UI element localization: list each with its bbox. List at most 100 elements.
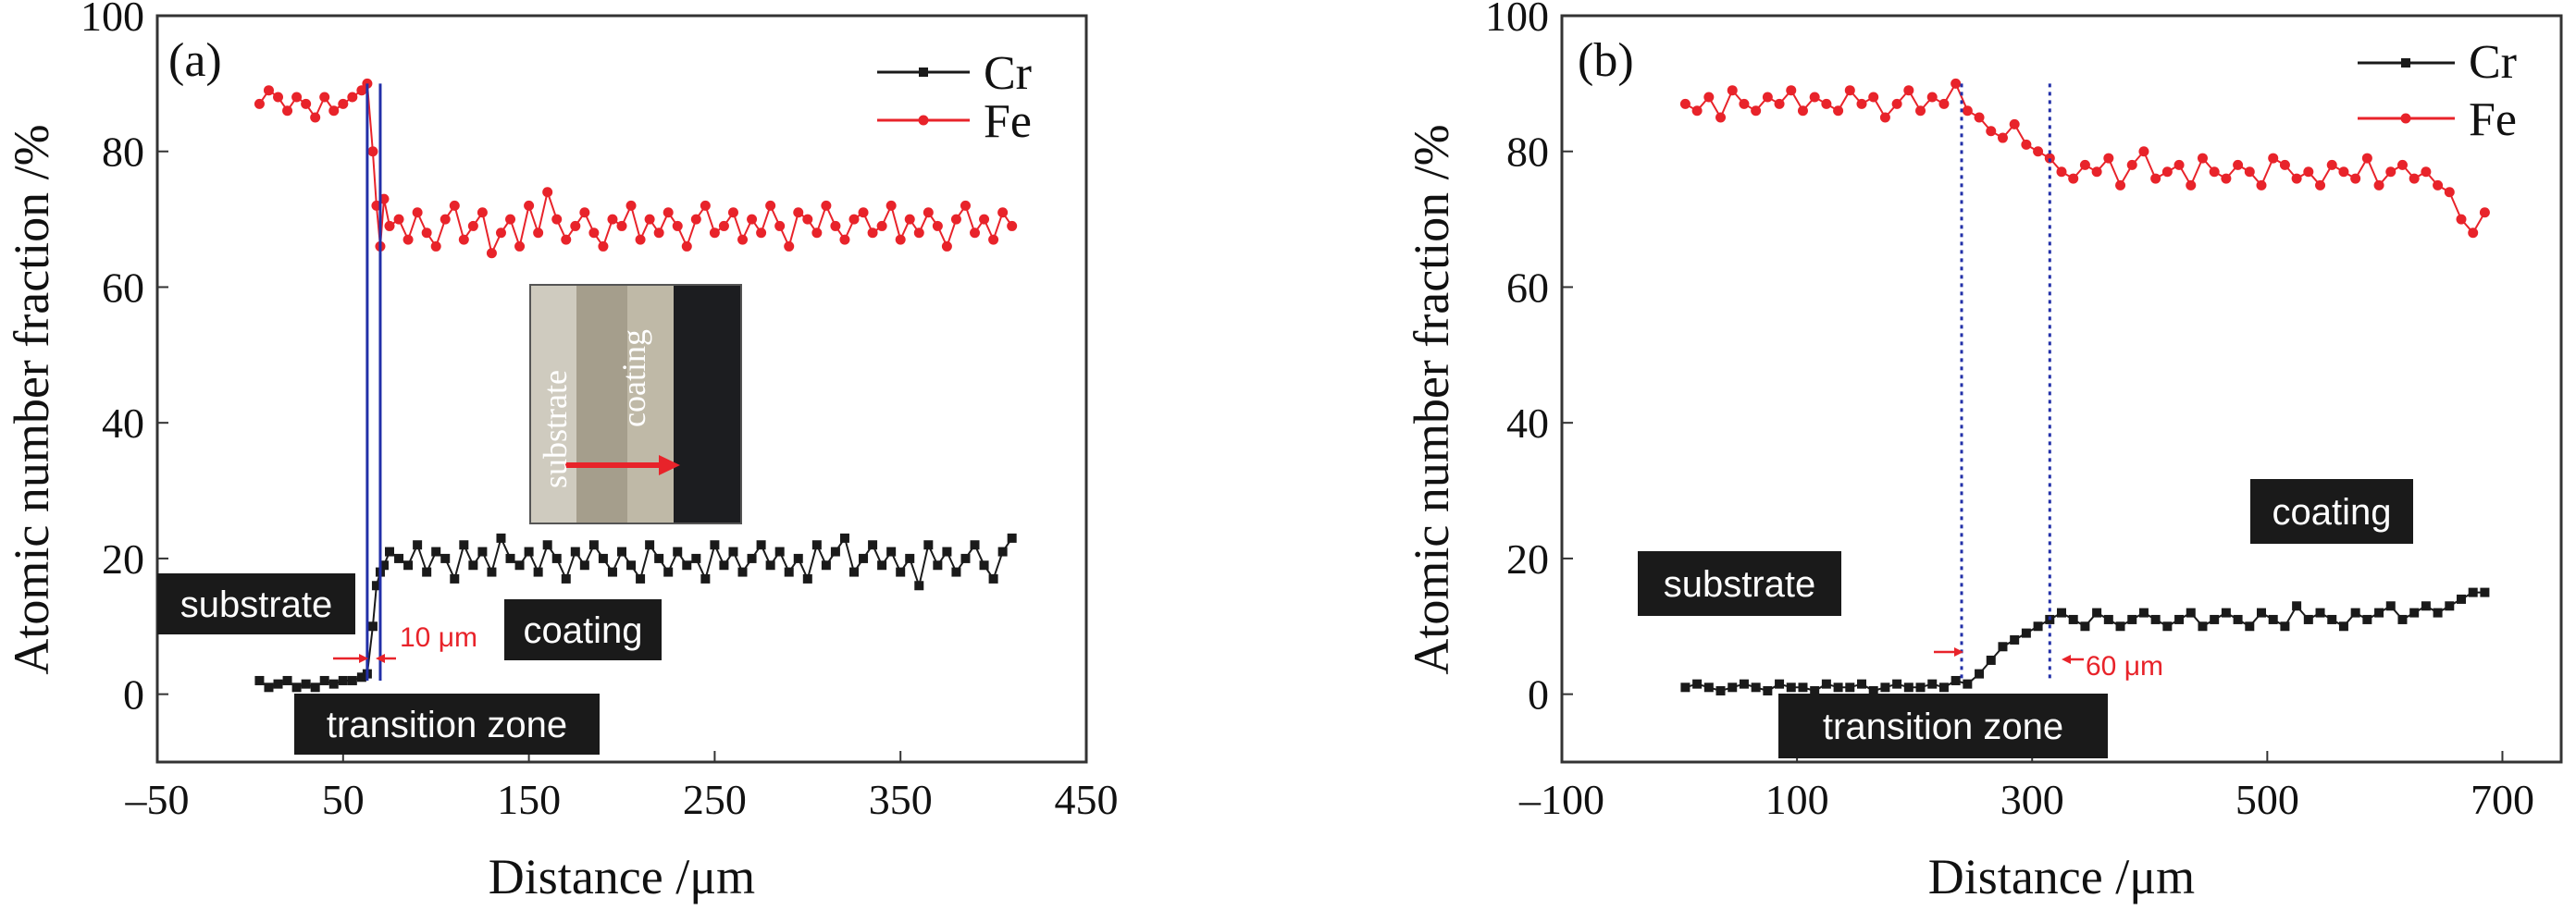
data-point-cr <box>830 547 840 557</box>
data-point-cr <box>347 675 357 685</box>
data-point-cr <box>2245 621 2255 632</box>
data-point-cr <box>979 560 989 571</box>
data-point-fe <box>718 220 729 231</box>
data-point-cr <box>1798 682 1808 693</box>
transition-lines-a <box>365 83 382 681</box>
data-point-fe <box>524 200 535 211</box>
data-point-fe <box>1786 85 1797 96</box>
data-point-fe <box>1007 220 1018 231</box>
region-label-transition-a: transition zone <box>327 705 567 745</box>
data-point-cr <box>988 573 998 584</box>
data-point-cr <box>598 553 608 563</box>
data-point-fe <box>672 220 683 231</box>
data-point-fe <box>2338 166 2349 178</box>
data-point-fe <box>2303 166 2314 178</box>
data-point-cr <box>970 540 980 550</box>
data-point-fe <box>570 220 581 231</box>
axis-ticks-a: –50 50 150 250 350 450 0 20 40 60 80 100 <box>80 0 1119 823</box>
data-point-cr <box>636 573 646 584</box>
data-point-fe <box>839 234 850 245</box>
data-point-fe <box>2009 118 2020 129</box>
legend-label-cr-b: Cr <box>2469 36 2517 89</box>
chart-panel-b: –100 100 300 500 700 0 20 40 60 80 100 substrate c… <box>1404 0 2563 904</box>
data-point-fe <box>2256 179 2267 191</box>
data-point-cr <box>2468 587 2478 597</box>
data-point-cr <box>588 540 599 550</box>
data-point-cr <box>579 560 589 571</box>
data-point-cr <box>673 547 683 557</box>
data-point-fe <box>2138 146 2149 157</box>
data-point-cr <box>338 675 348 685</box>
data-point-fe <box>2103 153 2114 164</box>
data-point-cr <box>811 540 822 550</box>
data-point-fe <box>821 200 832 211</box>
data-point-fe <box>793 207 804 218</box>
data-point-cr <box>561 573 571 584</box>
dimension-annotation-a: 10 μm <box>333 622 477 663</box>
panel-label-b: (b) <box>1578 34 1634 87</box>
data-point-fe <box>338 98 349 109</box>
dimension-annotation-b: 60 μm <box>1934 647 2163 682</box>
data-point-cr <box>413 540 423 550</box>
data-point-fe <box>458 234 469 245</box>
data-point-cr <box>607 567 617 577</box>
data-point-cr <box>1998 642 2008 652</box>
data-point-cr <box>868 540 878 550</box>
data-point-fe <box>756 228 767 239</box>
y-tick-label: 80 <box>102 129 144 176</box>
data-point-cr <box>2315 608 2325 618</box>
data-point-fe <box>2421 166 2432 178</box>
data-point-cr <box>2338 621 2348 632</box>
data-point-cr <box>2210 614 2220 624</box>
data-point-cr <box>367 621 378 632</box>
series-group-b <box>1679 78 2490 695</box>
data-point-fe <box>1915 105 1926 117</box>
legend-label-fe-a: Fe <box>984 95 1032 148</box>
data-point-fe <box>970 228 981 239</box>
data-point-fe <box>690 214 701 225</box>
data-point-fe <box>2456 214 2467 225</box>
data-point-fe <box>709 228 720 239</box>
data-point-cr <box>254 675 265 685</box>
data-point-cr <box>282 675 292 685</box>
data-point-fe <box>2409 173 2420 184</box>
data-point-cr <box>477 547 488 557</box>
data-point-fe <box>2150 173 2161 184</box>
data-point-cr <box>2385 601 2396 611</box>
data-point-cr <box>1728 682 1738 693</box>
legend-label-fe-b: Fe <box>2469 93 2517 146</box>
data-point-cr <box>802 573 812 584</box>
plot-frame-a <box>155 14 1088 764</box>
data-point-cr <box>1951 675 1961 685</box>
data-point-cr <box>2021 628 2031 638</box>
data-point-fe <box>737 234 749 245</box>
data-point-fe <box>1809 92 1820 103</box>
data-point-cr <box>468 560 478 571</box>
data-point-fe <box>2385 166 2396 178</box>
data-point-cr <box>1703 682 1714 693</box>
data-point-cr <box>1715 685 1726 695</box>
data-point-cr <box>2103 614 2113 624</box>
data-point-cr <box>2092 608 2102 618</box>
data-point-fe <box>2326 159 2337 170</box>
data-point-fe <box>477 207 488 218</box>
inset-label-substrate: substrate <box>537 370 574 488</box>
data-point-cr <box>617 547 626 557</box>
data-point-cr <box>385 547 394 557</box>
data-point-cr <box>1775 679 1785 689</box>
data-point-fe <box>616 220 627 231</box>
region-box-substrate-a <box>157 573 355 634</box>
data-point-cr <box>765 560 775 571</box>
region-box-coating-a <box>504 599 662 660</box>
region-label-transition-b: transition zone <box>1823 707 2063 747</box>
data-point-fe <box>867 228 878 239</box>
data-point-fe <box>2279 159 2290 170</box>
data-point-cr <box>2221 608 2231 618</box>
data-point-cr <box>2350 608 2360 618</box>
data-point-cr <box>774 547 785 557</box>
data-point-cr <box>291 682 302 693</box>
data-point-fe <box>1821 98 1832 109</box>
data-point-cr <box>1786 682 1796 693</box>
data-point-fe <box>784 240 795 252</box>
data-point-fe <box>950 214 961 225</box>
